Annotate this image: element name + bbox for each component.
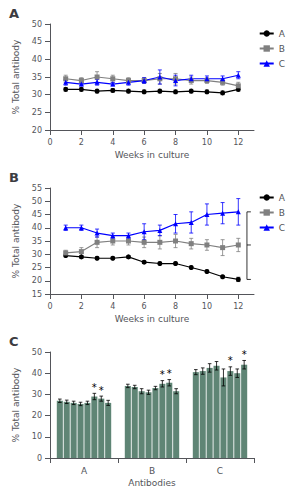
svg-text:20: 20: [32, 411, 42, 420]
svg-text:50: 50: [32, 348, 42, 357]
svg-text:% Total antibody: % Total antibody: [11, 203, 21, 278]
svg-text:*: *: [99, 385, 104, 396]
svg-text:10: 10: [202, 138, 212, 147]
svg-text:A: A: [279, 29, 286, 39]
svg-text:10: 10: [32, 432, 42, 441]
svg-text:45: 45: [32, 210, 42, 219]
svg-text:C: C: [217, 466, 223, 476]
svg-text:B: B: [279, 44, 285, 54]
svg-text:6: 6: [142, 302, 147, 311]
svg-text:50: 50: [32, 20, 42, 29]
svg-text:6: 6: [142, 138, 147, 147]
svg-text:45: 45: [32, 37, 42, 46]
svg-text:35: 35: [32, 73, 42, 82]
svg-text:20: 20: [32, 276, 42, 285]
svg-text:*: *: [228, 355, 233, 366]
svg-text:12: 12: [233, 138, 243, 147]
svg-text:35: 35: [32, 237, 42, 246]
svg-text:B: B: [9, 170, 19, 185]
svg-text:2: 2: [79, 302, 84, 311]
svg-text:12: 12: [233, 302, 243, 311]
svg-text:Weeks in culture: Weeks in culture: [115, 150, 190, 160]
svg-text:B: B: [279, 208, 285, 218]
svg-text:C: C: [279, 59, 285, 69]
svg-text:50: 50: [32, 197, 42, 206]
svg-text:A: A: [81, 466, 88, 476]
svg-text:0: 0: [47, 138, 52, 147]
svg-text:10: 10: [202, 302, 212, 311]
svg-text:4: 4: [110, 302, 115, 311]
svg-text:Antibodies: Antibodies: [128, 478, 176, 488]
svg-text:40: 40: [32, 55, 42, 64]
svg-text:B: B: [149, 466, 155, 476]
svg-text:40: 40: [32, 369, 42, 378]
svg-text:C: C: [279, 223, 285, 233]
svg-text:*: *: [242, 349, 247, 360]
svg-text:8: 8: [173, 302, 178, 311]
svg-text:20: 20: [32, 126, 42, 135]
svg-text:8: 8: [173, 138, 178, 147]
svg-text:30: 30: [32, 390, 42, 399]
svg-text:C: C: [9, 334, 19, 349]
svg-text:*: *: [160, 369, 165, 380]
svg-text:55: 55: [32, 184, 42, 193]
svg-text:0: 0: [37, 454, 42, 463]
svg-text:4: 4: [110, 138, 115, 147]
svg-text:2: 2: [79, 138, 84, 147]
svg-text:0: 0: [47, 302, 52, 311]
svg-text:*: *: [167, 368, 172, 379]
svg-text:*: *: [92, 382, 97, 393]
svg-text:% Total antibody: % Total antibody: [11, 39, 21, 114]
svg-text:25: 25: [32, 263, 42, 272]
svg-text:A: A: [279, 193, 286, 203]
svg-text:% Total antibody: % Total antibody: [11, 367, 21, 442]
svg-text:15: 15: [32, 290, 42, 299]
svg-text:A: A: [9, 6, 19, 21]
svg-text:Weeks in culture: Weeks in culture: [115, 314, 190, 324]
svg-text:40: 40: [32, 223, 42, 232]
svg-text:25: 25: [32, 108, 42, 117]
svg-text:30: 30: [32, 90, 42, 99]
svg-text:30: 30: [32, 250, 42, 259]
